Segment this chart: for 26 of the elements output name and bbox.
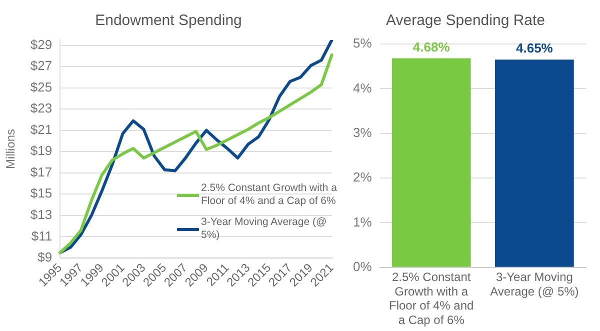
legend-label: 3-Year Moving Average (@ 5%) [201,216,328,242]
y-tick-label: $9 [38,250,52,265]
data-label: 4.65% [516,40,554,56]
y-tick-label: $11 [31,228,52,244]
data-label: 4.68% [412,39,450,54]
y-tick-label: 1% [352,214,372,230]
y-tick-label: $21 [30,122,52,137]
y-tick-label: $27 [30,58,52,74]
x-tick-label: 2.5% Constant Growth with a Floor of 4% and a Cap of 6% [388,270,474,328]
y-tick-label: 2% [352,170,372,185]
y-tick-label: 4% [352,80,372,96]
chart-title: Average Spending Rate [386,12,546,30]
y-tick-label: 3% [352,124,372,140]
y-tick-label: 5% [352,36,372,51]
y-axis-title: Millions [4,128,18,169]
y-tick-label: $17 [30,164,52,180]
y-tick-label: $23 [30,100,52,116]
y-tick-label: $29 [30,36,52,52]
y-tick-label: $25 [30,79,52,94]
x-tick-label: 3-Year Moving Average (@ 5%) [490,270,579,298]
legend-label: 2.5% Constant Growth with a Floor of 4% and a Cap of 6% [201,182,337,208]
y-tick-label: $15 [30,186,52,201]
y-tick-label: $13 [30,206,52,222]
y-tick-label: $19 [30,143,52,158]
chart-title: Endowment Spending [95,12,242,30]
y-tick-label: 0% [352,258,372,274]
